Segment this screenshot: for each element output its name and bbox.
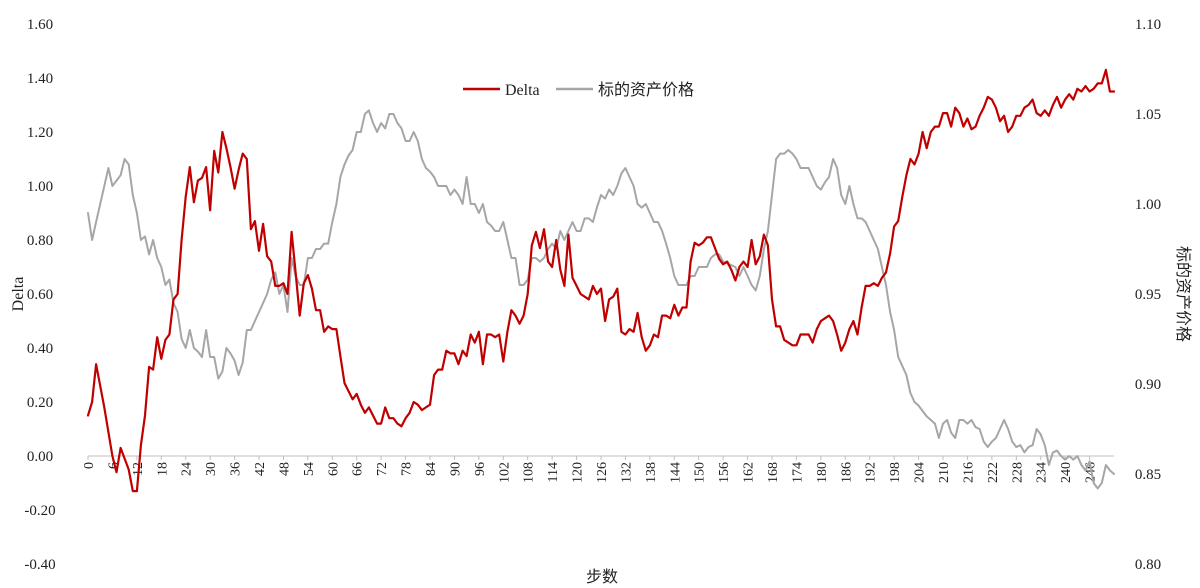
series-line-delta: [86, 68, 1116, 493]
x-tick-label: 42: [253, 462, 268, 476]
y-right-tick-label: 0.95: [1135, 287, 1161, 303]
x-tick-label: 144: [668, 462, 683, 483]
legend-label-price: 标的资产价格: [598, 81, 694, 99]
x-tick-label: 150: [693, 462, 708, 483]
x-tick-label: 186: [839, 462, 854, 483]
x-tick-label: 96: [473, 462, 488, 476]
legend-item-delta: Delta: [463, 82, 540, 99]
x-tick-label: 240: [1059, 462, 1074, 483]
x-tick-label: 210: [937, 462, 952, 483]
x-tick-label: 192: [864, 462, 879, 483]
y-axis-right-ticks: 1.10 1.05 1.00 0.95 0.90 0.85 0.80: [1135, 17, 1161, 573]
y-left-tick-label: 1.20: [27, 125, 53, 141]
x-tick-label: 30: [204, 462, 219, 476]
y-right-tick-label: 1.10: [1135, 17, 1161, 33]
x-tick-label: 126: [595, 462, 610, 483]
y-left-tick-label: 1.40: [27, 71, 53, 87]
x-tick-label: 204: [913, 462, 928, 483]
series-line-price: [87, 109, 1115, 490]
x-tick-label: 114: [546, 462, 561, 482]
x-tick-label: 84: [424, 462, 439, 476]
series-layer: [86, 68, 1116, 493]
y-axis-left-title: Delta: [10, 277, 27, 312]
x-tick-label: 78: [400, 462, 415, 476]
y-right-tick-label: 1.05: [1135, 107, 1161, 123]
x-tick-label: 162: [742, 462, 757, 483]
x-tick-label: 72: [375, 462, 390, 476]
x-tick-label: 90: [448, 462, 463, 476]
legend: Delta 标的资产价格: [463, 81, 694, 99]
y-left-tick-label: 0.00: [27, 449, 53, 465]
x-tick-label: 36: [229, 462, 244, 476]
x-tick-label: 168: [766, 462, 781, 483]
y-right-tick-label: 0.90: [1135, 377, 1161, 393]
x-tick-label: 216: [961, 462, 976, 483]
y-right-tick-label: 0.85: [1135, 467, 1161, 483]
x-axis-ticks: 0 6 12 18 24 30 36 42 48 54 60 66 72 78 84 90 96 102 108 11…: [82, 456, 1099, 483]
x-tick-label: 48: [277, 462, 292, 476]
y-left-tick-label: 0.20: [27, 395, 53, 411]
x-tick-label: 102: [497, 462, 512, 483]
y-right-tick-label: 0.80: [1135, 557, 1161, 573]
y-axis-right-title: 标的资产价格: [1174, 246, 1192, 342]
x-tick-label: 156: [717, 462, 732, 483]
x-tick-label: 198: [888, 462, 903, 483]
y-left-tick-label: -0.20: [24, 503, 55, 519]
x-tick-label: 234: [1035, 462, 1050, 483]
y-left-tick-label: 0.60: [27, 287, 53, 303]
x-tick-label: 60: [326, 462, 341, 476]
y-left-tick-label: 1.60: [27, 17, 53, 33]
y-left-tick-label: 1.00: [27, 179, 53, 195]
x-tick-label: 180: [815, 462, 830, 483]
x-tick-label: 138: [644, 462, 659, 483]
y-right-tick-label: 1.00: [1135, 197, 1161, 213]
y-axis-left-ticks: 1.60 1.40 1.20 1.00 0.80 0.60 0.40 0.20 0.00 -0.2…: [24, 17, 55, 573]
y-left-tick-label: 0.40: [27, 341, 53, 357]
x-tick-label: 132: [619, 462, 634, 483]
x-tick-label: 120: [571, 462, 586, 483]
x-tick-label: 66: [351, 462, 366, 476]
x-axis-title: 步数: [586, 568, 618, 586]
x-tick-label: 24: [180, 462, 195, 476]
legend-label-delta: Delta: [505, 82, 540, 99]
x-tick-label: 228: [1010, 462, 1025, 483]
x-tick-label: 0: [82, 462, 97, 469]
x-tick-label: 174: [790, 462, 805, 483]
x-tick-label: 54: [302, 462, 317, 476]
x-tick-label: 222: [986, 462, 1001, 483]
y-left-tick-label: -0.40: [24, 557, 55, 573]
x-tick-label: 18: [155, 462, 170, 476]
y-left-tick-label: 0.80: [27, 233, 53, 249]
legend-item-price: 标的资产价格: [556, 81, 694, 99]
x-tick-label: 108: [522, 462, 537, 483]
